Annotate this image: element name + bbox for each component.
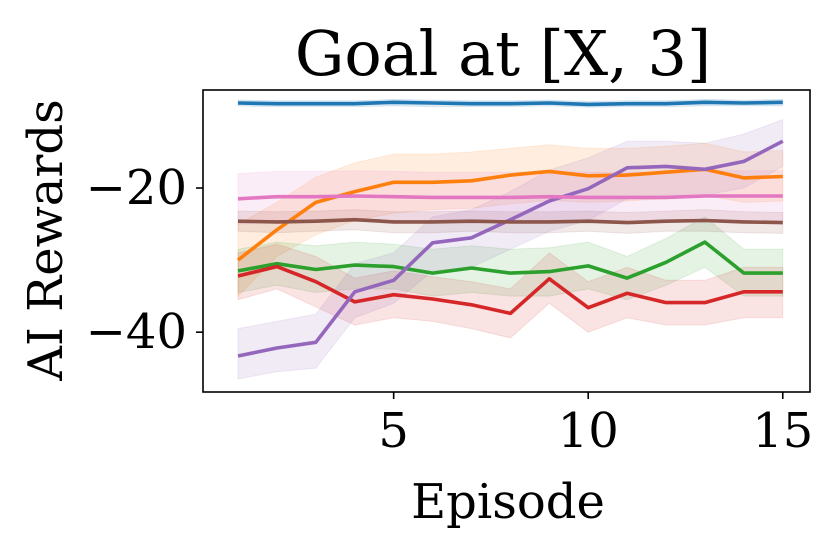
x-axis-label: Episode (411, 474, 605, 530)
series-line-7 (237, 194, 783, 201)
confidence-band-5 (237, 118, 784, 380)
x-tick-label: 10 (558, 403, 619, 459)
x-tick-label: 5 (378, 403, 409, 459)
confidence-band-2 (237, 142, 784, 298)
chart-title: Goal at [X, 3] (295, 17, 711, 90)
x-tick-label: 15 (752, 403, 813, 459)
series-lines (236, 100, 784, 358)
series-line-3 (237, 240, 783, 280)
series-line-6 (237, 217, 783, 225)
confidence-band-4 (237, 243, 784, 339)
axes: 5 10 15 −20 −40 (86, 89, 813, 459)
series-line-4 (237, 264, 783, 316)
series-line-2 (236, 167, 783, 262)
series-line-1 (237, 100, 783, 107)
confidence-band-3 (237, 216, 784, 301)
series-line-5 (237, 139, 784, 358)
plot-frame (202, 89, 811, 393)
y-axis-label: AI Rewards (18, 99, 74, 381)
y-tick-label: −20 (86, 160, 187, 216)
y-tick-label: −40 (86, 304, 187, 360)
